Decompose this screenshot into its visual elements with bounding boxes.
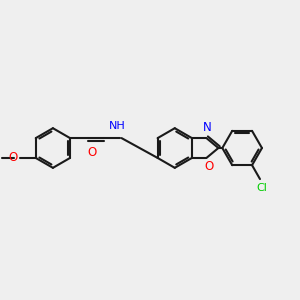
Text: NH: NH — [109, 121, 126, 131]
Text: N: N — [203, 121, 212, 134]
Text: Cl: Cl — [256, 183, 267, 193]
Text: O: O — [205, 160, 214, 173]
Text: O: O — [9, 152, 18, 164]
Text: O: O — [87, 146, 97, 158]
